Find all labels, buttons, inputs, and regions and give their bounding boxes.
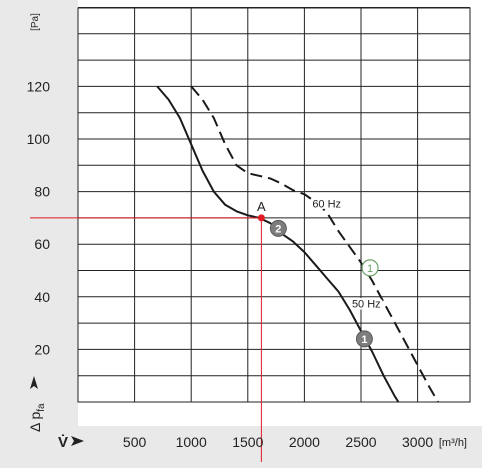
x-tick-label: 2000	[289, 434, 320, 450]
x-unit-label: [m³/h]	[439, 437, 467, 449]
marker-number: 1	[367, 263, 373, 275]
y-axis-panel	[0, 0, 78, 426]
grid	[77, 7, 471, 403]
plot-frame	[77, 7, 471, 403]
y-tick-label: 120	[27, 78, 51, 94]
marker-number: 2	[275, 223, 281, 235]
curve-60hz	[190, 85, 439, 403]
curve-number-marker: 1	[361, 259, 379, 277]
y-tick-label: 20	[34, 341, 50, 357]
x-tick-label: 1500	[232, 434, 263, 450]
operating-point-dot	[257, 214, 265, 222]
y-tick-label: 80	[34, 184, 50, 200]
marker-circle	[355, 330, 373, 348]
axis-labels: 20 40 60 80 100 120 500 1000 1500 2000 2500 3000 [Pa…	[27, 13, 467, 451]
y-tick-label: 60	[34, 236, 50, 252]
series-label: 50 Hz	[352, 298, 381, 310]
x-axis-panel	[0, 426, 482, 468]
annotations: A 60 Hz 50 Hz 2 1 1	[30, 196, 383, 462]
y-axis-symbol: Δ pfa	[27, 403, 47, 432]
x-tick-label: 1000	[176, 434, 207, 450]
marker-circle	[361, 259, 379, 277]
marker-number: 1	[361, 334, 367, 346]
y-tick-label: 100	[27, 131, 51, 147]
x-axis-arrow	[71, 436, 84, 446]
marker-circle	[269, 219, 287, 237]
curve-number-marker: 1	[355, 330, 373, 348]
x-tick-label: 500	[123, 434, 147, 450]
y-tick-label: 40	[34, 289, 50, 305]
x-tick-label: 2500	[345, 434, 376, 450]
y-unit-label: [Pa]	[30, 13, 41, 31]
curve-number-marker: 2	[269, 219, 287, 237]
y-axis-arrow	[30, 376, 38, 389]
series-label: 60 Hz	[312, 198, 341, 210]
operating-point-label: A	[257, 199, 266, 214]
x-tick-label: 3000	[402, 434, 433, 450]
x-axis-symbol: V̇	[58, 434, 68, 451]
y-axis-subscript: fa	[36, 403, 47, 412]
